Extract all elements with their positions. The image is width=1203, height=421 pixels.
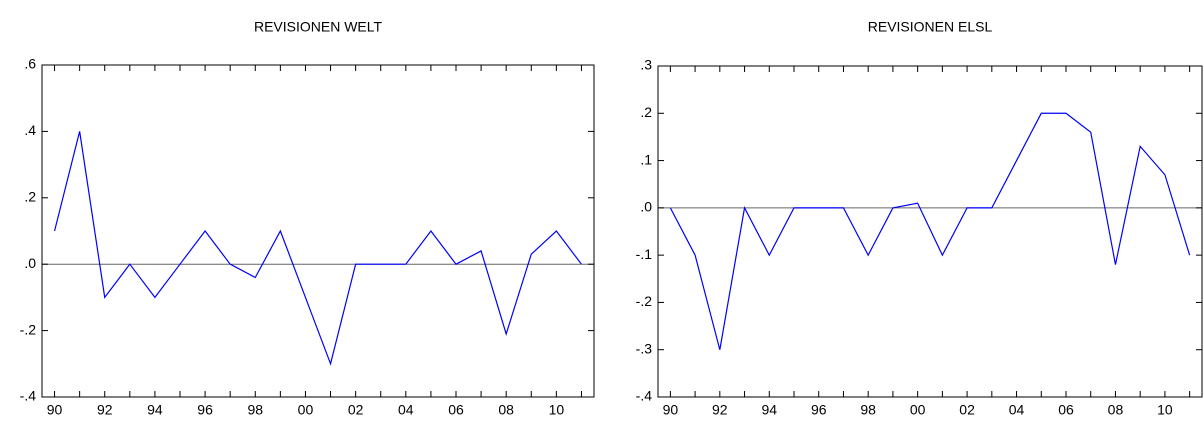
x-tick-label: 10 [1157, 402, 1173, 418]
x-tick-label: 02 [959, 402, 975, 418]
x-tick-label: 02 [348, 402, 364, 418]
y-tick-label: .3 [640, 57, 652, 73]
x-tick-label: 06 [448, 402, 464, 418]
y-tick-label: .6 [24, 56, 36, 72]
y-tick-label: -.2 [636, 293, 653, 309]
x-tick-label: 92 [97, 402, 113, 418]
x-tick-label: 92 [712, 402, 728, 418]
chart-title: REVISIONEN ELSL [868, 19, 993, 35]
chart-title: REVISIONEN WELT [254, 19, 383, 35]
x-tick-label: 98 [860, 402, 876, 418]
x-tick-label: 08 [498, 402, 514, 418]
x-tick-label: 98 [247, 402, 263, 418]
y-tick-label: .1 [640, 151, 652, 167]
y-tick-label: -.2 [20, 321, 37, 337]
x-tick-label: 00 [910, 402, 926, 418]
plot-frame [41, 64, 595, 398]
y-tick-label: .4 [24, 122, 36, 138]
y-tick-label: .0 [640, 199, 652, 215]
y-tick-label: -.4 [20, 388, 37, 404]
x-tick-label: 96 [811, 402, 827, 418]
y-tick-label: .2 [640, 104, 652, 120]
y-tick-label: -.1 [636, 246, 653, 262]
plot-frame [657, 65, 1203, 398]
x-tick-label: 04 [1009, 402, 1025, 418]
y-tick-label: .2 [24, 189, 36, 205]
x-tick-label: 06 [1058, 402, 1074, 418]
y-tick-label: .0 [24, 255, 36, 271]
x-tick-label: 96 [197, 402, 213, 418]
x-tick-label: 00 [298, 402, 314, 418]
x-tick-label: 94 [147, 402, 163, 418]
x-tick-label: 94 [761, 402, 777, 418]
y-tick-label: -.3 [636, 340, 653, 356]
data-line [53, 131, 582, 366]
x-tick-label: 08 [1108, 402, 1124, 418]
data-line [669, 112, 1191, 350]
x-tick-label: 10 [549, 402, 565, 418]
y-tick-label: -.4 [636, 388, 653, 404]
x-tick-label: 90 [47, 402, 63, 418]
x-tick-label: 90 [663, 402, 679, 418]
x-tick-label: 04 [398, 402, 414, 418]
